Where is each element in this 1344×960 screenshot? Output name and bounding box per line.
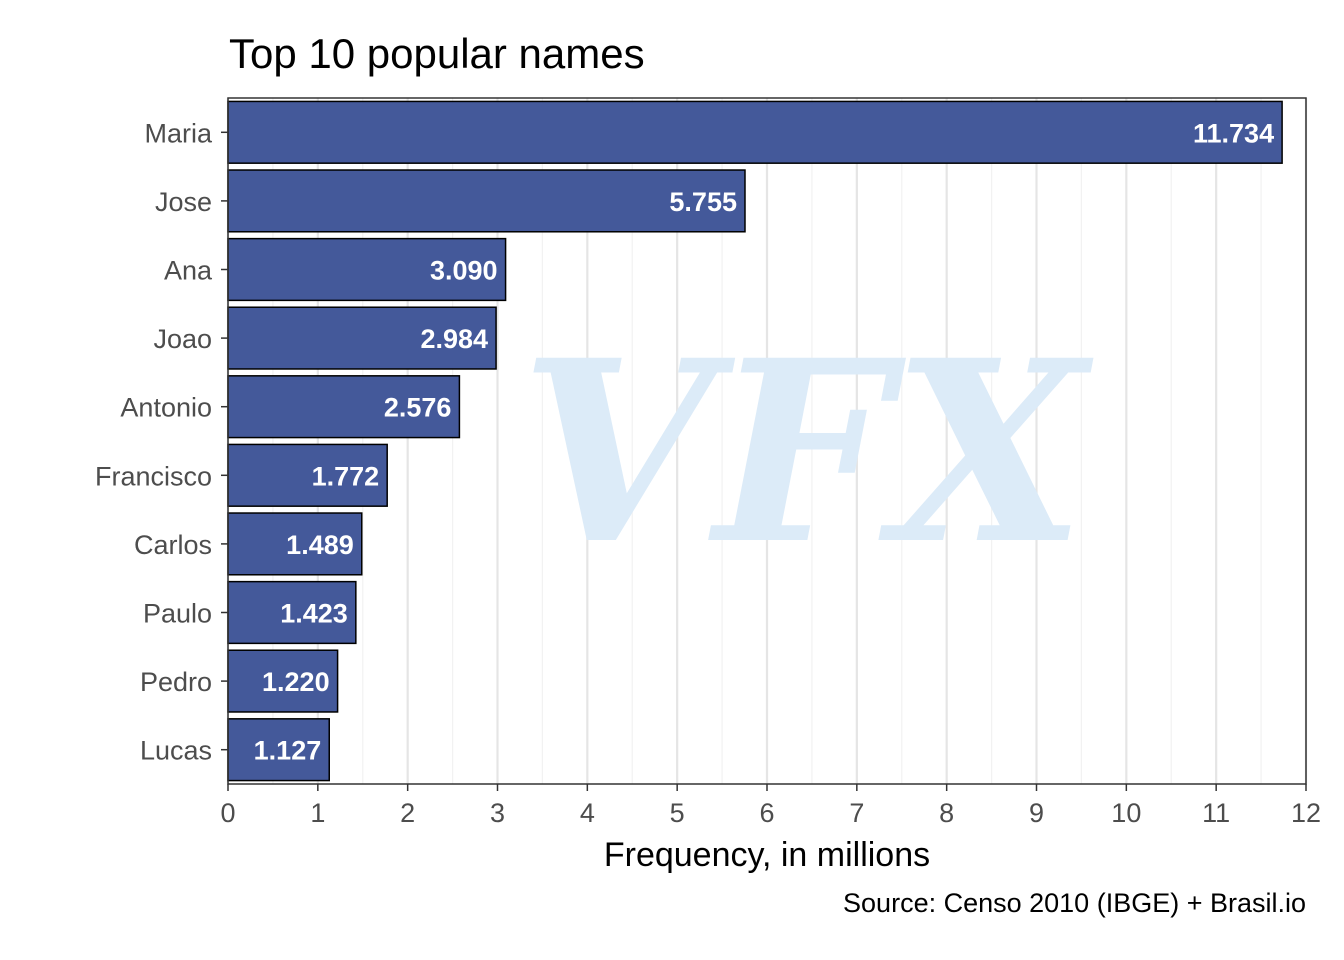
y-tick-label: Jose [155, 187, 212, 217]
watermark-text: VFX [520, 305, 1094, 599]
bar [227, 718, 330, 782]
x-tick-label: 4 [580, 798, 595, 828]
y-tick-label: Antonio [120, 393, 212, 423]
bar [227, 649, 339, 713]
bar [227, 375, 461, 439]
x-tick-label: 6 [759, 798, 774, 828]
bar-value-label: 1.423 [280, 599, 348, 629]
bar [227, 512, 363, 576]
x-tick-label: 12 [1291, 798, 1321, 828]
bar-value-label: 1.220 [262, 667, 330, 697]
x-tick-label: 7 [849, 798, 864, 828]
bar [227, 443, 388, 507]
x-tick-label: 0 [220, 798, 235, 828]
y-tick-label: Ana [164, 256, 213, 286]
x-tick-label: 2 [400, 798, 415, 828]
y-tick-label: Pedro [140, 667, 212, 697]
source-caption: Source: Censo 2010 (IBGE) + Brasil.io [843, 888, 1306, 918]
y-tick-label: Carlos [134, 530, 212, 560]
chart-title: Top 10 popular names [229, 30, 645, 77]
x-tick-label: 9 [1029, 798, 1044, 828]
bar-value-label: 3.090 [430, 256, 498, 286]
bar [227, 580, 357, 645]
y-tick-label: Francisco [95, 461, 212, 491]
x-axis-title: Frequency, in millions [604, 836, 930, 874]
bar-value-label: 11.734 [1193, 118, 1274, 148]
bar [227, 100, 1283, 164]
x-tick-label: 11 [1202, 798, 1230, 828]
y-tick-label: Joao [153, 324, 212, 354]
x-tick-label: 8 [939, 798, 954, 828]
bar [227, 169, 746, 233]
bar [227, 237, 507, 302]
bar-value-label: 2.984 [420, 324, 488, 354]
axes: Maria Jose Ana Joao Antonio Francisco Carlos Pa… [95, 118, 1321, 828]
bar-value-label: 1.772 [312, 461, 380, 491]
y-tick-label: Maria [144, 118, 212, 148]
x-tick-label: 1 [310, 798, 325, 828]
x-tick-label: 3 [490, 798, 505, 828]
bar [227, 306, 497, 370]
bar-value-label: 1.489 [286, 530, 354, 560]
y-tick-label: Lucas [140, 736, 212, 766]
bar-value-label: 2.576 [384, 393, 452, 423]
bar-value-label: 5.755 [669, 187, 737, 217]
bars: 11.734 5.755 3.090 2.984 2.576 1.772 1.489 1.42… [227, 100, 1283, 782]
bar-value-label: 1.127 [254, 736, 322, 766]
x-tick-label: 10 [1111, 798, 1141, 828]
y-tick-label: Paulo [143, 599, 212, 629]
x-tick-label: 5 [670, 798, 685, 828]
